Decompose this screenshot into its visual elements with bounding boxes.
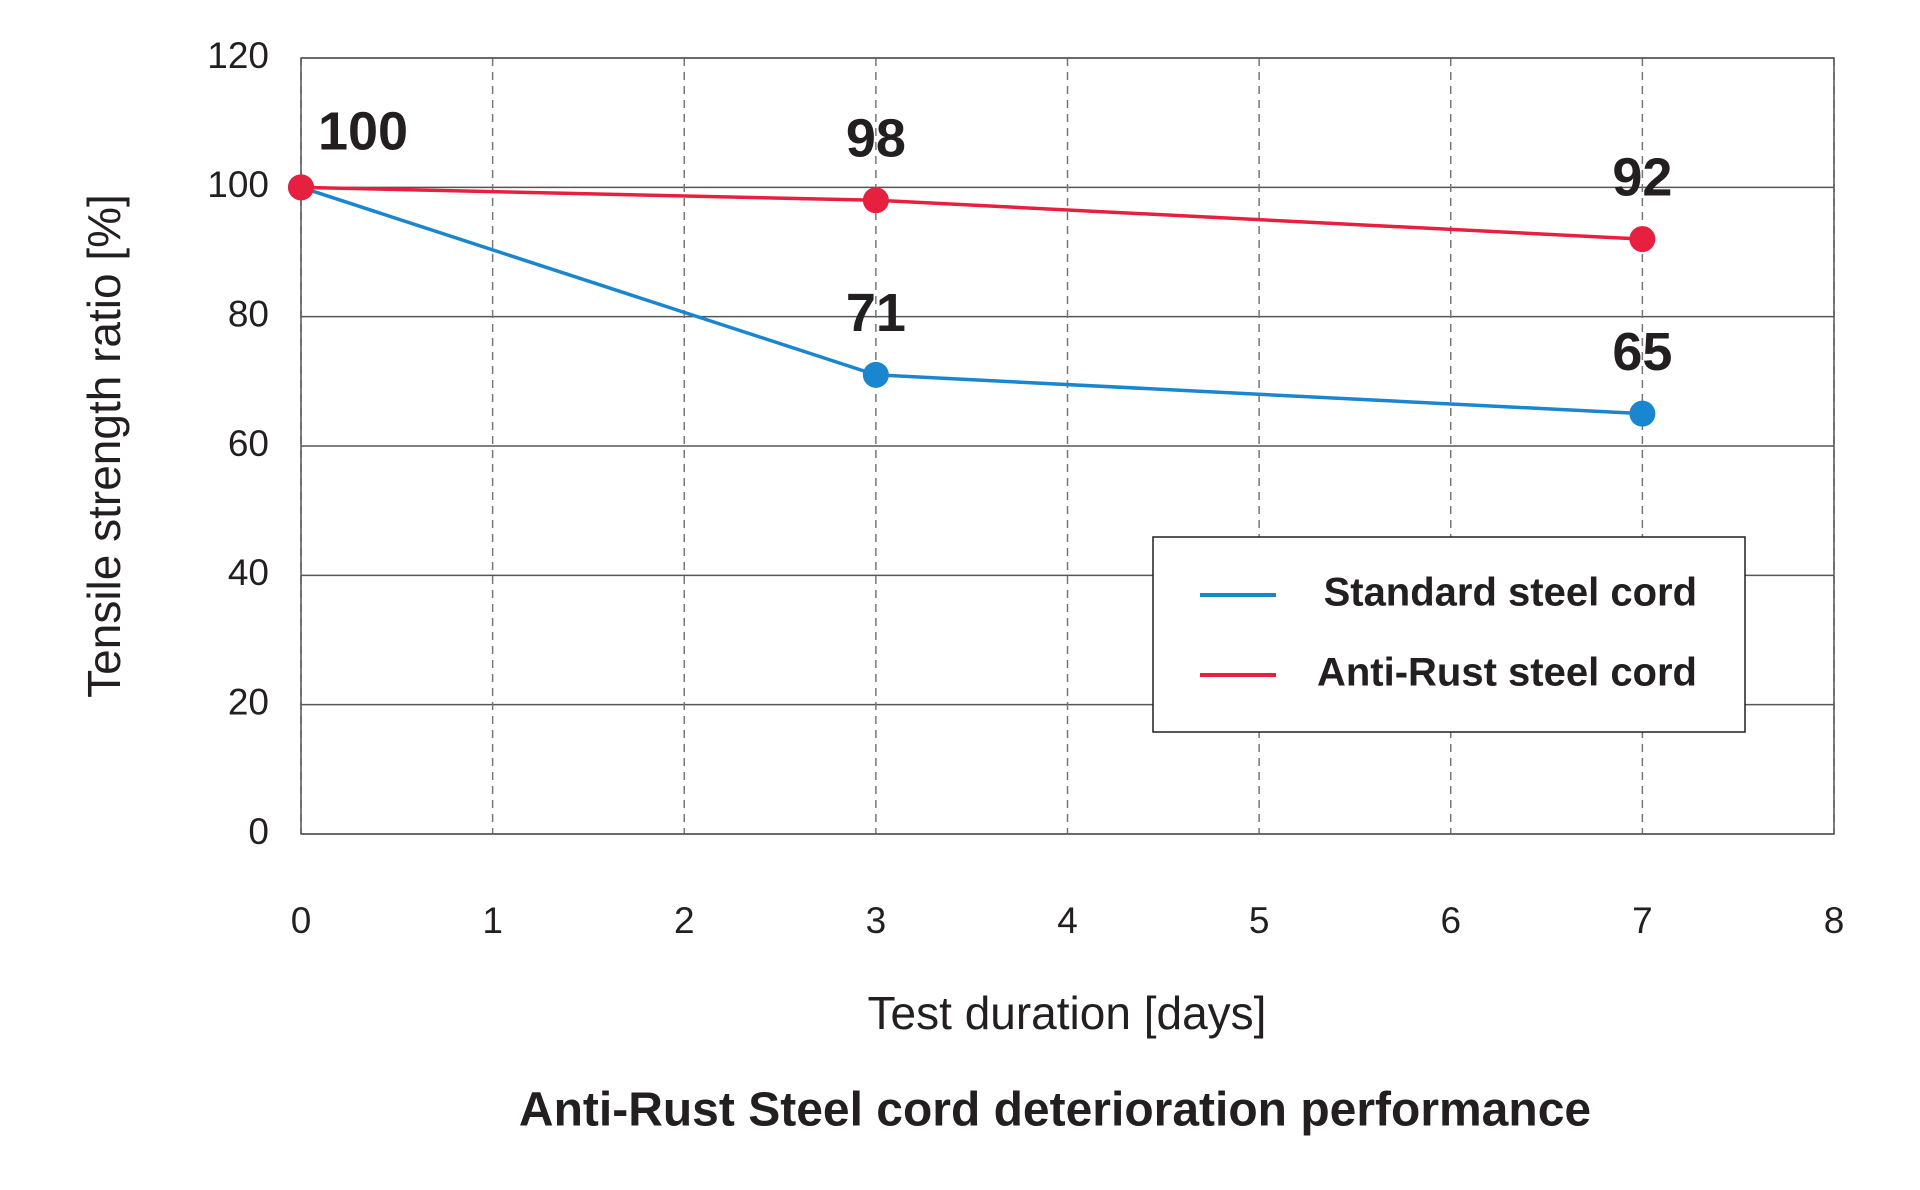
- data-label: 92: [1612, 147, 1672, 207]
- y-tick-label: 40: [228, 552, 269, 593]
- x-tick-label: 0: [291, 900, 312, 941]
- x-tick-label: 1: [482, 900, 503, 941]
- y-tick-label: 20: [228, 681, 269, 722]
- series-line: [300, 185, 1643, 416]
- y-tick-label: 100: [207, 164, 269, 205]
- data-label: 98: [846, 109, 906, 169]
- x-tick-label: 5: [1249, 900, 1270, 941]
- data-label: 71: [846, 283, 906, 343]
- y-axis-label: Tensile strength ratio [%]: [78, 194, 130, 698]
- legend-label: Anti-Rust steel cord: [1317, 651, 1697, 695]
- plot-frame: [300, 57, 1835, 835]
- x-tick-label: 3: [866, 900, 887, 941]
- y-tick-label: 60: [228, 423, 269, 464]
- chart-title: Anti-Rust Steel cord deterioration perfo…: [519, 1084, 1591, 1137]
- data-point: [1629, 400, 1656, 427]
- data-label: 65: [1612, 322, 1672, 382]
- y-tick-label: 80: [228, 293, 269, 334]
- data-point: [862, 361, 889, 388]
- data-point: [288, 174, 314, 201]
- x-axis-label: Test duration [days]: [868, 987, 1267, 1039]
- x-tick-label: 2: [674, 900, 695, 941]
- x-tick-label: 8: [1824, 900, 1845, 941]
- x-tick-label: 6: [1440, 900, 1461, 941]
- data-point: [1629, 226, 1656, 253]
- legend-label: Standard steel cord: [1324, 571, 1697, 615]
- x-tick-label: 7: [1632, 900, 1653, 941]
- y-tick-label: 0: [248, 811, 269, 852]
- data-point: [862, 187, 889, 214]
- series-line: [300, 185, 1643, 241]
- data-label: 100: [318, 102, 408, 162]
- legend-box: [1152, 536, 1746, 733]
- x-tick-label: 4: [1057, 900, 1078, 941]
- y-tick-label: 120: [207, 35, 269, 76]
